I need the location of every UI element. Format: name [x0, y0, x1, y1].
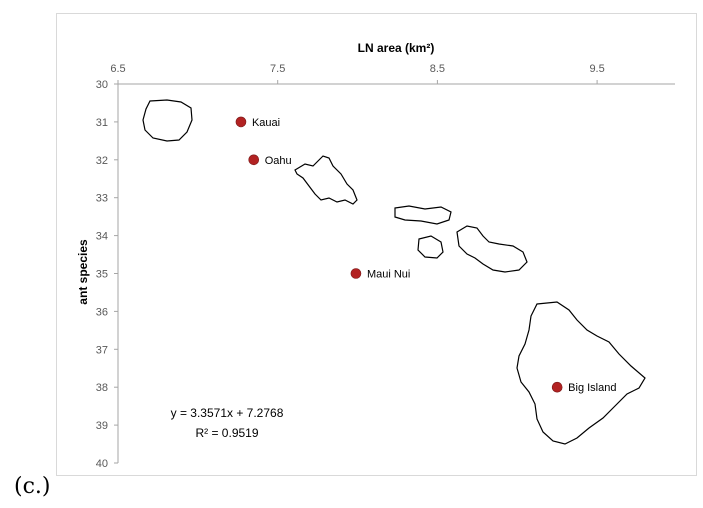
x-tick-label: 9.5	[589, 63, 604, 75]
y-ticks: 30 31 32 33 34 35 36 37 38 39 40	[96, 79, 118, 470]
island-lanai-outline	[417, 235, 444, 259]
x-ticks: 6.5 7.5 8.5 9.5	[110, 63, 605, 84]
r-squared-label: R² = 0.9519	[195, 426, 258, 440]
scatter-plot: 6.5 7.5 8.5 9.5 30 31 32 33 34 35 36 37 38 39 40 LN a…	[76, 41, 675, 470]
x-tick-label: 7.5	[270, 63, 285, 75]
y-tick-label: 37	[96, 344, 108, 356]
y-axis-title: ant species	[76, 239, 90, 305]
chart-frame: 6.5 7.5 8.5 9.5 30 31 32 33 34 35 36 37 38 39 40 LN a…	[56, 13, 697, 476]
y-tick-label: 35	[96, 269, 108, 281]
data-point-marker	[551, 381, 563, 393]
island-big-island-outline	[516, 301, 646, 445]
hawaiian-islands-map	[142, 99, 646, 445]
data-point-marker	[248, 154, 260, 166]
x-axis-title: LN area (km²)	[358, 41, 435, 55]
y-tick-label: 34	[96, 231, 108, 243]
data-point-marker	[235, 116, 247, 128]
x-tick-label: 6.5	[110, 63, 125, 75]
y-tick-label: 30	[96, 79, 108, 91]
island-kauai-outline	[142, 99, 193, 142]
regression-equation: y = 3.3571x + 7.2768	[171, 406, 284, 420]
data-point-label: Kauai	[252, 117, 280, 129]
data-point-label: Maui Nui	[367, 269, 410, 281]
data-points: Kauai Oahu Maui Nui Big Island	[235, 116, 616, 394]
x-tick-label: 8.5	[430, 63, 445, 75]
data-point-marker	[350, 268, 362, 279]
y-tick-label: 31	[96, 117, 108, 129]
y-tick-label: 32	[96, 155, 108, 167]
y-tick-label: 38	[96, 382, 108, 394]
y-tick-label: 39	[96, 420, 108, 432]
island-oahu-outline	[294, 155, 358, 205]
data-point-label: Oahu	[265, 155, 292, 167]
island-maui-outline	[456, 225, 528, 273]
data-point-label: Big Island	[568, 382, 616, 394]
y-tick-label: 36	[96, 306, 108, 318]
y-tick-label: 40	[96, 458, 108, 470]
y-tick-label: 33	[96, 193, 108, 205]
panel-label: (c.)	[14, 474, 51, 499]
island-molokai-outline	[394, 205, 452, 225]
